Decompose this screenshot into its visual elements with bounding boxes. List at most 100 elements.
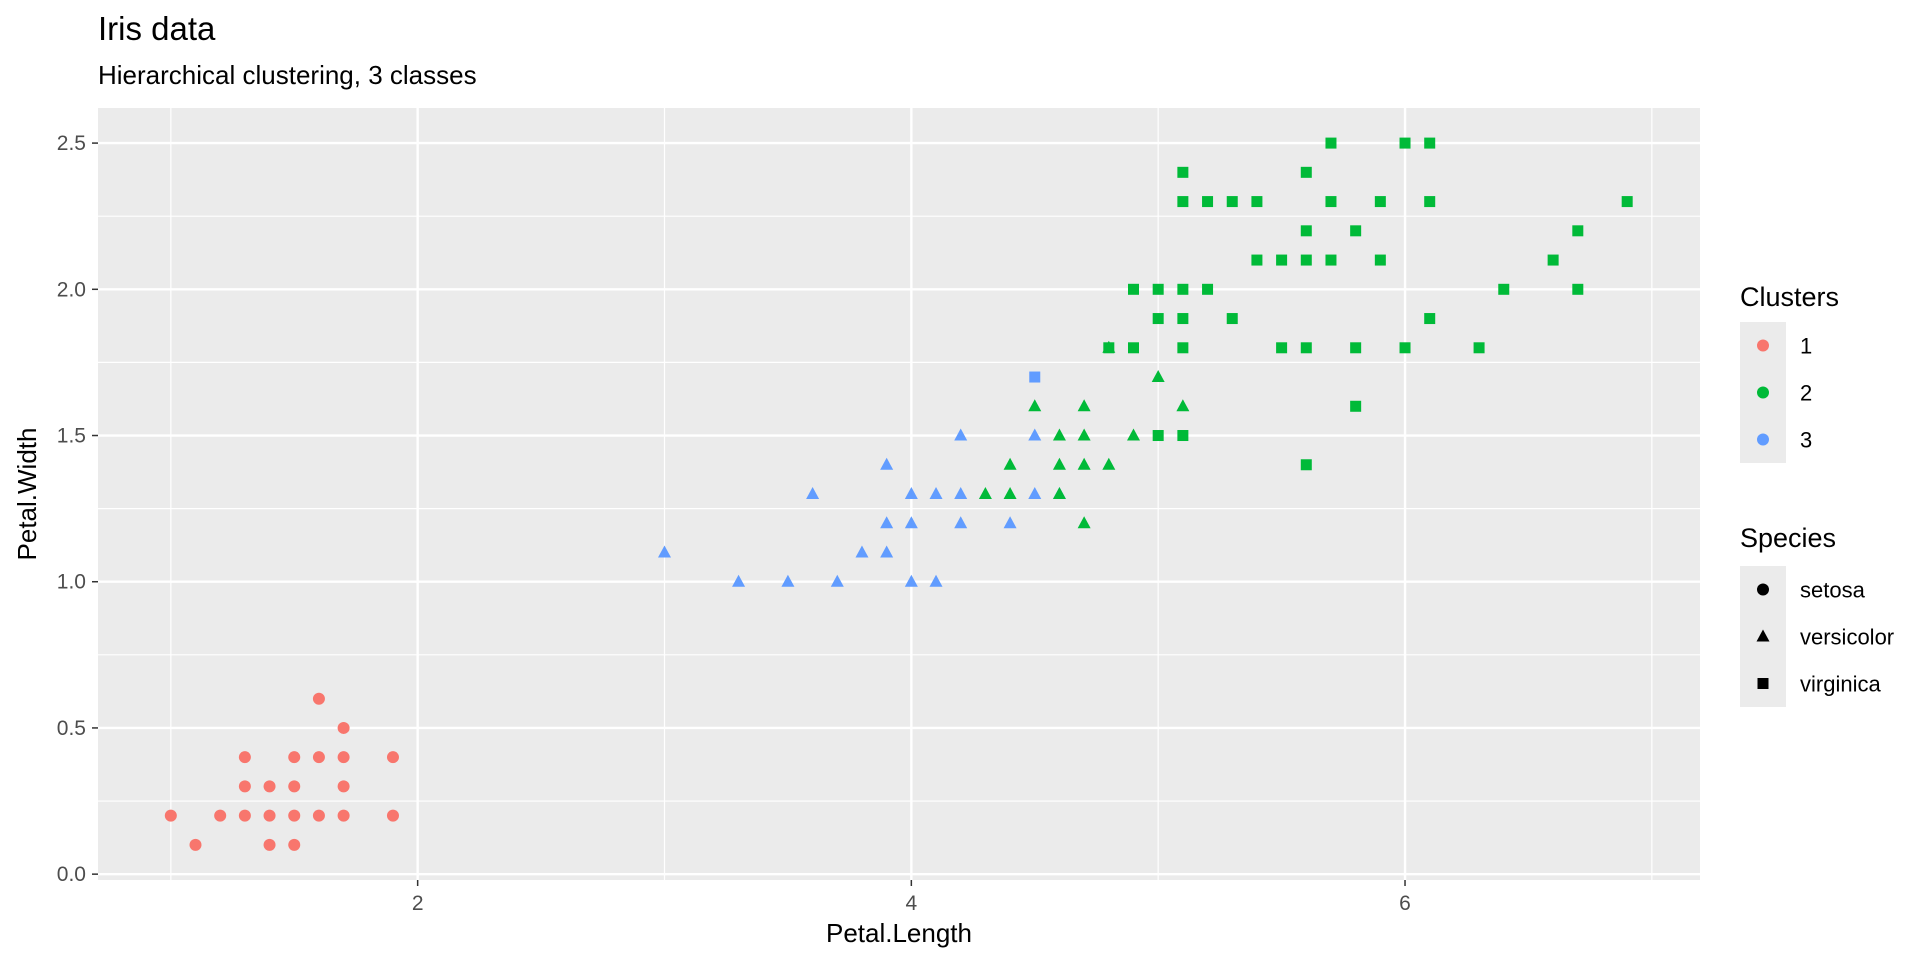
data-point-versicolor-cluster-2 [1151,370,1165,383]
data-point-setosa-cluster-1 [189,838,202,851]
data-point-virginica-cluster-2 [1572,225,1584,237]
data-point-versicolor-cluster-2 [1052,487,1066,499]
data-point-setosa-cluster-1 [263,809,276,822]
data-point-setosa-cluster-1 [288,780,301,793]
legend-key-setosa [1757,583,1769,596]
data-point-virginica-cluster-2 [1152,313,1164,325]
legend-key-1 [1757,339,1769,352]
data-point-virginica-cluster-2 [1177,342,1189,354]
data-point-versicolor-cluster-3 [855,545,869,558]
data-point-setosa-cluster-1 [312,692,325,705]
data-point-setosa-cluster-1 [386,751,399,764]
data-point-virginica-cluster-2 [1374,254,1386,266]
data-point-versicolor-cluster-2 [1126,428,1140,441]
y-axis-title: Petal.Width [12,428,42,561]
legend-label: 2 [1800,381,1812,406]
data-point-virginica-cluster-2 [1226,313,1238,325]
data-point-setosa-cluster-1 [238,809,251,822]
data-point-setosa-cluster-1 [312,809,325,822]
data-point-virginica-cluster-2 [1473,342,1485,354]
data-point-virginica-cluster-2 [1399,137,1411,149]
data-point-virginica-cluster-2 [1325,254,1337,266]
data-point-virginica-cluster-2 [1498,283,1510,295]
data-point-versicolor-cluster-3 [1028,428,1042,441]
data-point-versicolor-cluster-3 [658,545,672,558]
data-point-setosa-cluster-1 [386,809,399,822]
data-point-virginica-cluster-2 [1127,342,1139,354]
data-point-setosa-cluster-1 [288,838,301,851]
data-point-virginica-cluster-2 [1325,196,1337,208]
legend-label: versicolor [1800,625,1894,650]
data-point-setosa-cluster-1 [337,780,350,793]
legend-key-2 [1757,386,1769,399]
legend-key-3 [1757,433,1769,446]
data-point-versicolor-cluster-3 [954,516,968,529]
y-tick-label: 2.0 [57,278,86,301]
data-point-virginica-cluster-2 [1547,254,1559,266]
legends: Clusters 1 2 3 Species setosa versicolor virgin… [1740,282,1894,707]
data-point-versicolor-cluster-3 [929,574,943,587]
legend-species: Species setosa versicolor virginica [1740,523,1894,707]
data-point-virginica-cluster-2 [1202,283,1214,295]
data-point-virginica-cluster-2 [1177,166,1189,178]
data-point-virginica-cluster-2 [1276,342,1288,354]
x-axis: 2 4 6 [412,880,1411,915]
y-tick-label: 0.0 [57,863,86,886]
data-point-virginica-cluster-2 [1276,254,1288,266]
data-point-virginica-cluster-2 [1152,283,1164,295]
data-point-versicolor-cluster-2 [978,487,992,499]
data-point-versicolor-cluster-3 [880,457,894,470]
data-point-versicolor-cluster-3 [781,574,795,587]
data-point-setosa-cluster-1 [312,751,325,764]
data-point-setosa-cluster-1 [164,809,177,822]
chart-title: Iris data [98,10,216,47]
data-point-setosa-cluster-1 [337,809,350,822]
data-point-virginica-cluster-2 [1226,196,1238,208]
legend-title: Clusters [1740,282,1839,312]
data-point-setosa-cluster-1 [288,809,301,822]
data-point-virginica-cluster-2 [1572,283,1584,295]
legend-label: setosa [1800,578,1866,603]
data-point-virginica-cluster-2 [1350,342,1362,354]
data-point-versicolor-cluster-2 [1102,457,1116,470]
data-point-virginica-cluster-2 [1399,342,1411,354]
x-axis-title: Petal.Length [826,918,972,948]
data-point-versicolor-cluster-3 [1003,516,1017,529]
data-point-setosa-cluster-1 [214,809,227,822]
data-point-setosa-cluster-1 [337,751,350,764]
legend-label: 3 [1800,428,1812,453]
data-point-virginica-cluster-3 [1029,371,1041,383]
data-point-virginica-cluster-2 [1424,137,1436,149]
data-point-setosa-cluster-1 [288,751,301,764]
data-point-virginica-cluster-2 [1177,196,1189,208]
data-point-versicolor-cluster-2 [1077,428,1091,441]
y-tick-label: 1.5 [57,425,86,448]
major-gridlines [98,108,1700,880]
plot-panel [98,108,1700,880]
data-point-virginica-cluster-2 [1621,196,1633,208]
legend-key-virginica [1757,678,1769,689]
data-point-virginica-cluster-2 [1424,196,1436,208]
minor-gridlines [98,108,1700,880]
legend-clusters: Clusters 1 2 3 [1740,282,1839,463]
data-point-versicolor-cluster-2 [1028,399,1042,412]
data-point-virginica-cluster-2 [1177,283,1189,295]
legend-label: virginica [1800,672,1881,697]
data-points [164,137,1633,851]
data-point-virginica-cluster-2 [1103,342,1115,354]
data-point-versicolor-cluster-3 [880,516,894,529]
data-point-versicolor-cluster-3 [954,487,968,499]
data-point-versicolor-cluster-3 [1028,487,1042,499]
data-point-virginica-cluster-2 [1350,225,1362,237]
y-tick-label: 1.0 [57,571,86,594]
data-point-versicolor-cluster-2 [1003,457,1017,470]
legend-key-versicolor [1756,629,1770,642]
x-tick-label: 2 [412,892,424,915]
data-point-versicolor-cluster-3 [880,545,894,558]
data-point-versicolor-cluster-3 [904,487,918,499]
chart-subtitle: Hierarchical clustering, 3 classes [98,60,477,90]
data-point-virginica-cluster-2 [1300,225,1312,237]
data-point-versicolor-cluster-3 [732,574,746,587]
legend-label: 1 [1800,334,1812,359]
